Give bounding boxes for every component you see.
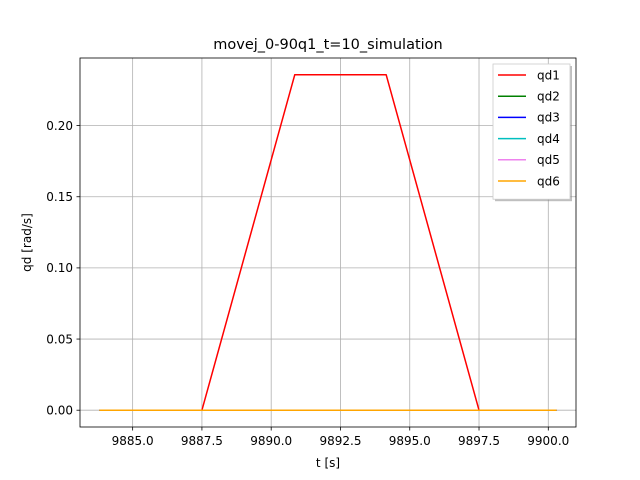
axes-frame	[79, 57, 577, 428]
y-tick-label: 0.00	[46, 404, 73, 418]
y-tick-label: 0.20	[46, 119, 73, 133]
y-tick-label: 0.10	[46, 261, 73, 275]
x-tick-label: 9900.0	[527, 434, 569, 448]
legend-label-qd6: qd6	[537, 174, 560, 188]
chart-title: movej_0-90q1_t=10_simulation	[213, 37, 443, 53]
legend-label-qd1: qd1	[537, 68, 560, 82]
legend-label-qd3: qd3	[537, 111, 560, 125]
x-axis-label: t [s]	[316, 456, 340, 470]
x-tick-label: 9885.0	[112, 434, 154, 448]
axes: 9885.0 9887.5 9890.0 9892.5 9895.0 9897.5 9900…	[46, 57, 577, 448]
y-axis-label: qd [rad/s]	[20, 213, 34, 272]
legend-label-qd5: qd5	[537, 153, 560, 167]
legend-label-qd4: qd4	[537, 132, 560, 146]
legend-label-qd2: qd2	[537, 90, 560, 104]
x-tick-label: 9895.0	[389, 434, 431, 448]
x-tick-label: 9887.5	[181, 434, 223, 448]
x-tick-label: 9892.5	[319, 434, 361, 448]
x-tick-label: 9890.0	[250, 434, 292, 448]
legend: qd1 qd2 qd3 qd4 qd5 qd6	[492, 63, 572, 202]
y-tick-label: 0.15	[46, 190, 73, 204]
x-tick-label: 9897.5	[458, 434, 500, 448]
legend-box	[492, 63, 571, 200]
data-series	[99, 74, 557, 411]
y-tick-label: 0.05	[46, 332, 73, 346]
